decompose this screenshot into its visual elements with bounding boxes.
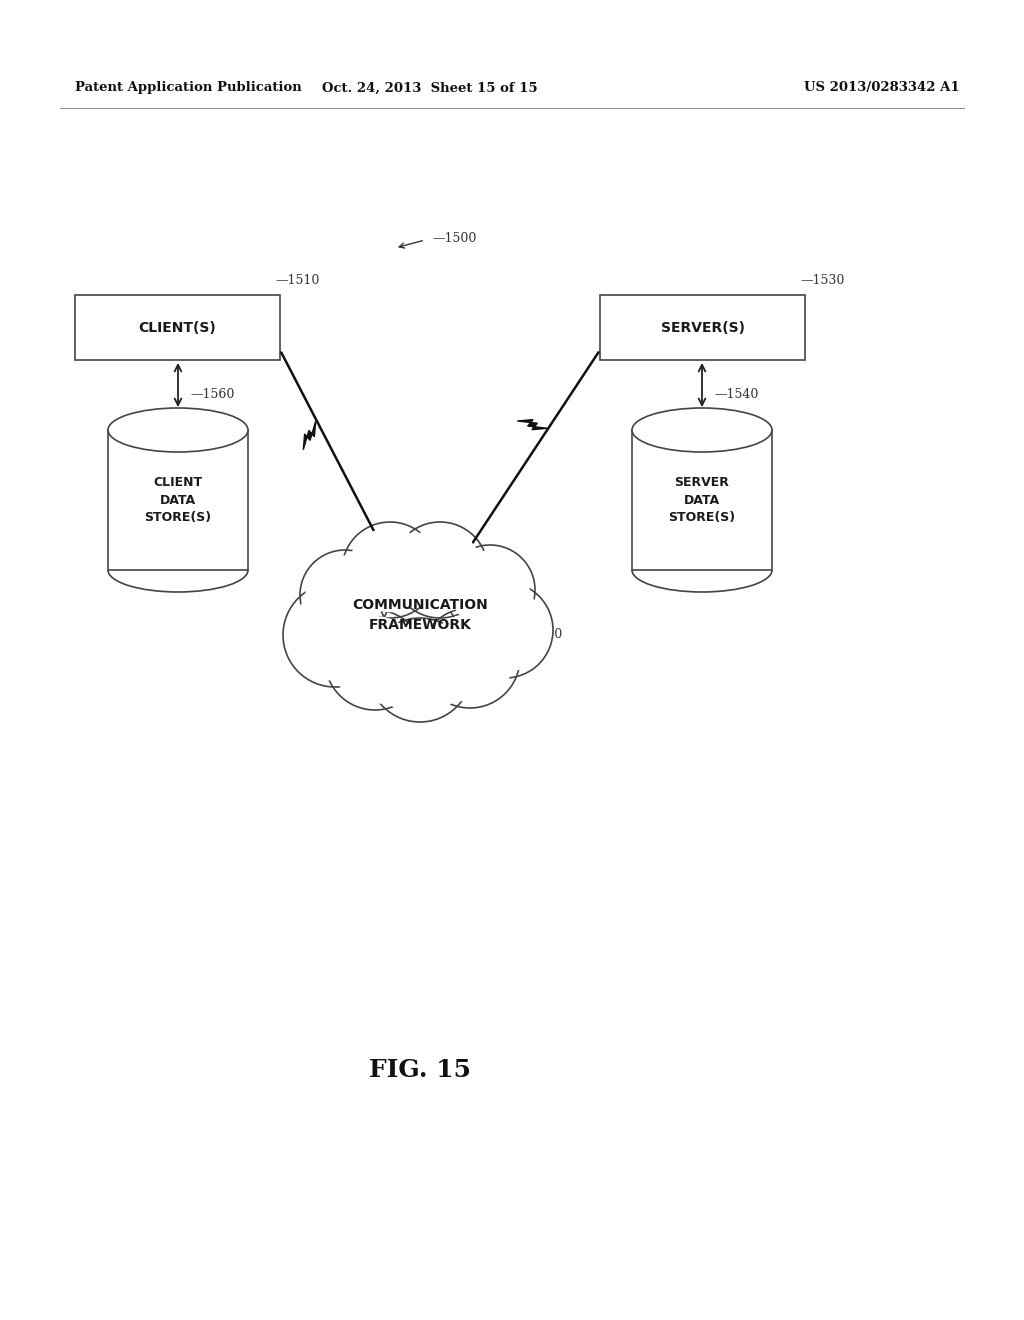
Circle shape xyxy=(457,582,553,678)
Circle shape xyxy=(300,550,390,640)
Text: —1540: —1540 xyxy=(714,388,759,401)
Bar xyxy=(108,430,248,570)
Text: COMMUNICATION
FRAMEWORK: COMMUNICATION FRAMEWORK xyxy=(352,598,487,632)
Circle shape xyxy=(283,583,387,686)
Bar xyxy=(632,430,772,570)
Circle shape xyxy=(397,528,482,612)
Circle shape xyxy=(289,589,381,681)
Circle shape xyxy=(325,610,425,710)
Text: SERVER
DATA
STORE(S): SERVER DATA STORE(S) xyxy=(669,477,735,524)
Polygon shape xyxy=(517,420,548,429)
Circle shape xyxy=(451,550,529,630)
Text: SERVER(S): SERVER(S) xyxy=(660,321,744,334)
Circle shape xyxy=(368,618,472,722)
Circle shape xyxy=(463,587,547,672)
Circle shape xyxy=(445,545,535,635)
Ellipse shape xyxy=(632,408,772,451)
Circle shape xyxy=(305,556,385,635)
Text: —1510: —1510 xyxy=(275,275,319,286)
Text: CLIENT
DATA
STORE(S): CLIENT DATA STORE(S) xyxy=(144,477,212,524)
Circle shape xyxy=(348,528,432,612)
Bar xyxy=(75,294,280,360)
Bar xyxy=(600,294,805,360)
Circle shape xyxy=(426,614,514,702)
Polygon shape xyxy=(303,421,315,450)
Text: —1500: —1500 xyxy=(432,231,476,244)
Bar xyxy=(110,429,247,451)
Text: FIG. 15: FIG. 15 xyxy=(369,1059,471,1082)
Circle shape xyxy=(392,521,488,618)
Circle shape xyxy=(374,624,466,715)
Text: US 2013/0283342 A1: US 2013/0283342 A1 xyxy=(805,82,961,95)
Text: —1550: —1550 xyxy=(518,628,562,642)
Ellipse shape xyxy=(108,408,248,451)
Circle shape xyxy=(331,616,419,704)
Circle shape xyxy=(342,521,438,618)
Text: Oct. 24, 2013  Sheet 15 of 15: Oct. 24, 2013 Sheet 15 of 15 xyxy=(323,82,538,95)
Circle shape xyxy=(420,609,520,708)
Text: Patent Application Publication: Patent Application Publication xyxy=(75,82,302,95)
Bar xyxy=(633,429,771,451)
Text: —1560: —1560 xyxy=(190,388,234,401)
Text: CLIENT(S): CLIENT(S) xyxy=(138,321,216,334)
Text: —1530: —1530 xyxy=(800,275,845,286)
